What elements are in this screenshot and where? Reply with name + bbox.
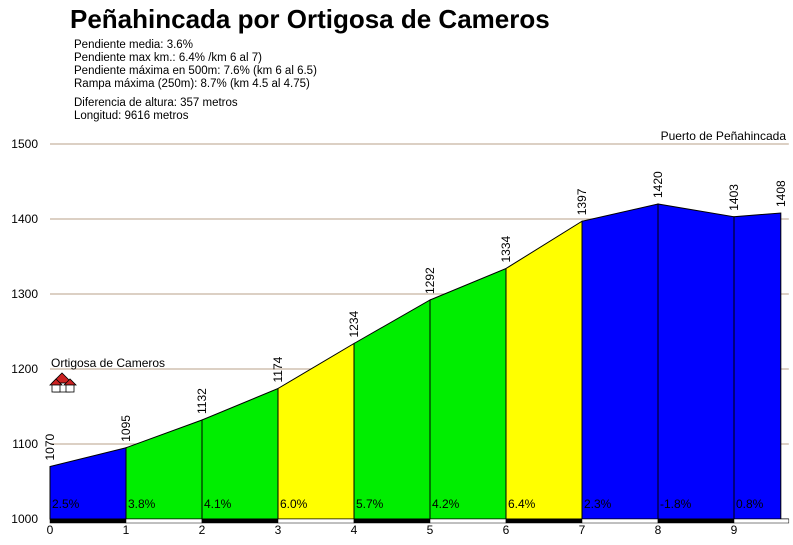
x-tick-label: 4 xyxy=(351,523,358,537)
km-bar xyxy=(657,518,735,524)
profile-segment xyxy=(505,220,583,520)
profile-segment xyxy=(657,203,735,520)
elevation-label: 1397 xyxy=(575,188,589,215)
elevation-label: 1174 xyxy=(271,356,285,382)
end-location-label: Puerto de Peñahincada xyxy=(661,129,787,143)
elevation-label: 1132 xyxy=(195,388,209,414)
y-tick-label: 1100 xyxy=(12,437,38,451)
profile-segment xyxy=(429,267,507,520)
stat-pendiente-max-km: Pendiente max km.: 6.4% /km 6 al 7) xyxy=(74,52,262,64)
elevation-label: 1334 xyxy=(499,235,513,262)
x-tick-label: 8 xyxy=(655,523,662,537)
km-bar xyxy=(353,518,431,524)
km-bar xyxy=(49,518,127,524)
x-tick-label: 6 xyxy=(503,523,510,537)
stats-panel: Pendiente media: 3.6% Pendiente max km.:… xyxy=(74,39,317,123)
profile-segment xyxy=(733,212,782,520)
y-tick-label: 1400 xyxy=(11,212,38,226)
x-tick-label: 7 xyxy=(579,523,586,537)
elevation-label: 1403 xyxy=(727,184,741,211)
x-tick-label: 9 xyxy=(731,523,738,537)
x-tick-label: 3 xyxy=(275,523,282,537)
elevation-label: 1408 xyxy=(774,180,788,207)
segment-gradient-label: 4.2% xyxy=(432,497,460,511)
elevation-label: 1095 xyxy=(119,415,133,442)
segment-gradient-label: 2.3% xyxy=(584,497,612,511)
km-bar xyxy=(277,518,355,524)
stat-diferencia: Diferencia de altura: 357 metros xyxy=(74,97,238,109)
profile-segment xyxy=(353,299,431,520)
start-location-label: Ortigosa de Cameros xyxy=(51,356,165,370)
stat-rampa-maxima: Rampa máxima (250m): 8.7% (km 4.5 al 4.7… xyxy=(74,78,310,90)
km-bar xyxy=(581,518,659,524)
x-tick-label: 2 xyxy=(199,523,206,537)
km-bar xyxy=(125,518,203,524)
segment-gradient-label: 2.5% xyxy=(52,497,80,511)
segment-gradient-label: 6.0% xyxy=(280,497,308,511)
elevation-label: 1070 xyxy=(43,433,57,460)
stat-longitud: Longitud: 9616 metros xyxy=(74,110,189,122)
segment-gradient-label: -1.8% xyxy=(660,497,692,511)
elevation-label: 1234 xyxy=(347,310,361,337)
segment-gradient-label: 4.1% xyxy=(204,497,232,511)
x-tick-label: 1 xyxy=(123,523,130,537)
km-bar xyxy=(733,518,790,524)
x-tick-label: 5 xyxy=(427,523,434,537)
chart-title: Peñahincada por Ortigosa de Cameros xyxy=(70,4,550,34)
y-tick-label: 1300 xyxy=(11,287,38,301)
stat-pendiente-media: Pendiente media: 3.6% xyxy=(74,39,193,51)
segment-gradient-label: 6.4% xyxy=(508,497,536,511)
segment-gradient-label: 0.8% xyxy=(736,497,764,511)
segment-gradient-label: 3.8% xyxy=(128,497,156,511)
elevation-label: 1292 xyxy=(423,267,437,294)
y-tick-label: 1500 xyxy=(11,137,38,151)
km-bar xyxy=(201,518,279,524)
segment-gradient-label: 5.7% xyxy=(356,497,384,511)
profile-segment xyxy=(581,203,659,520)
km-bar xyxy=(505,518,583,524)
stat-pendiente-max-500: Pendiente máxima en 500m: 7.6% (km 6 al … xyxy=(74,65,317,77)
y-tick-label: 1000 xyxy=(11,512,38,526)
y-tick-label: 1200 xyxy=(11,362,38,376)
village-icon xyxy=(49,372,77,393)
elevation-label: 1420 xyxy=(651,171,665,198)
profile-segment xyxy=(277,342,355,520)
km-bar xyxy=(429,518,507,524)
x-tick-label: 0 xyxy=(47,523,54,537)
